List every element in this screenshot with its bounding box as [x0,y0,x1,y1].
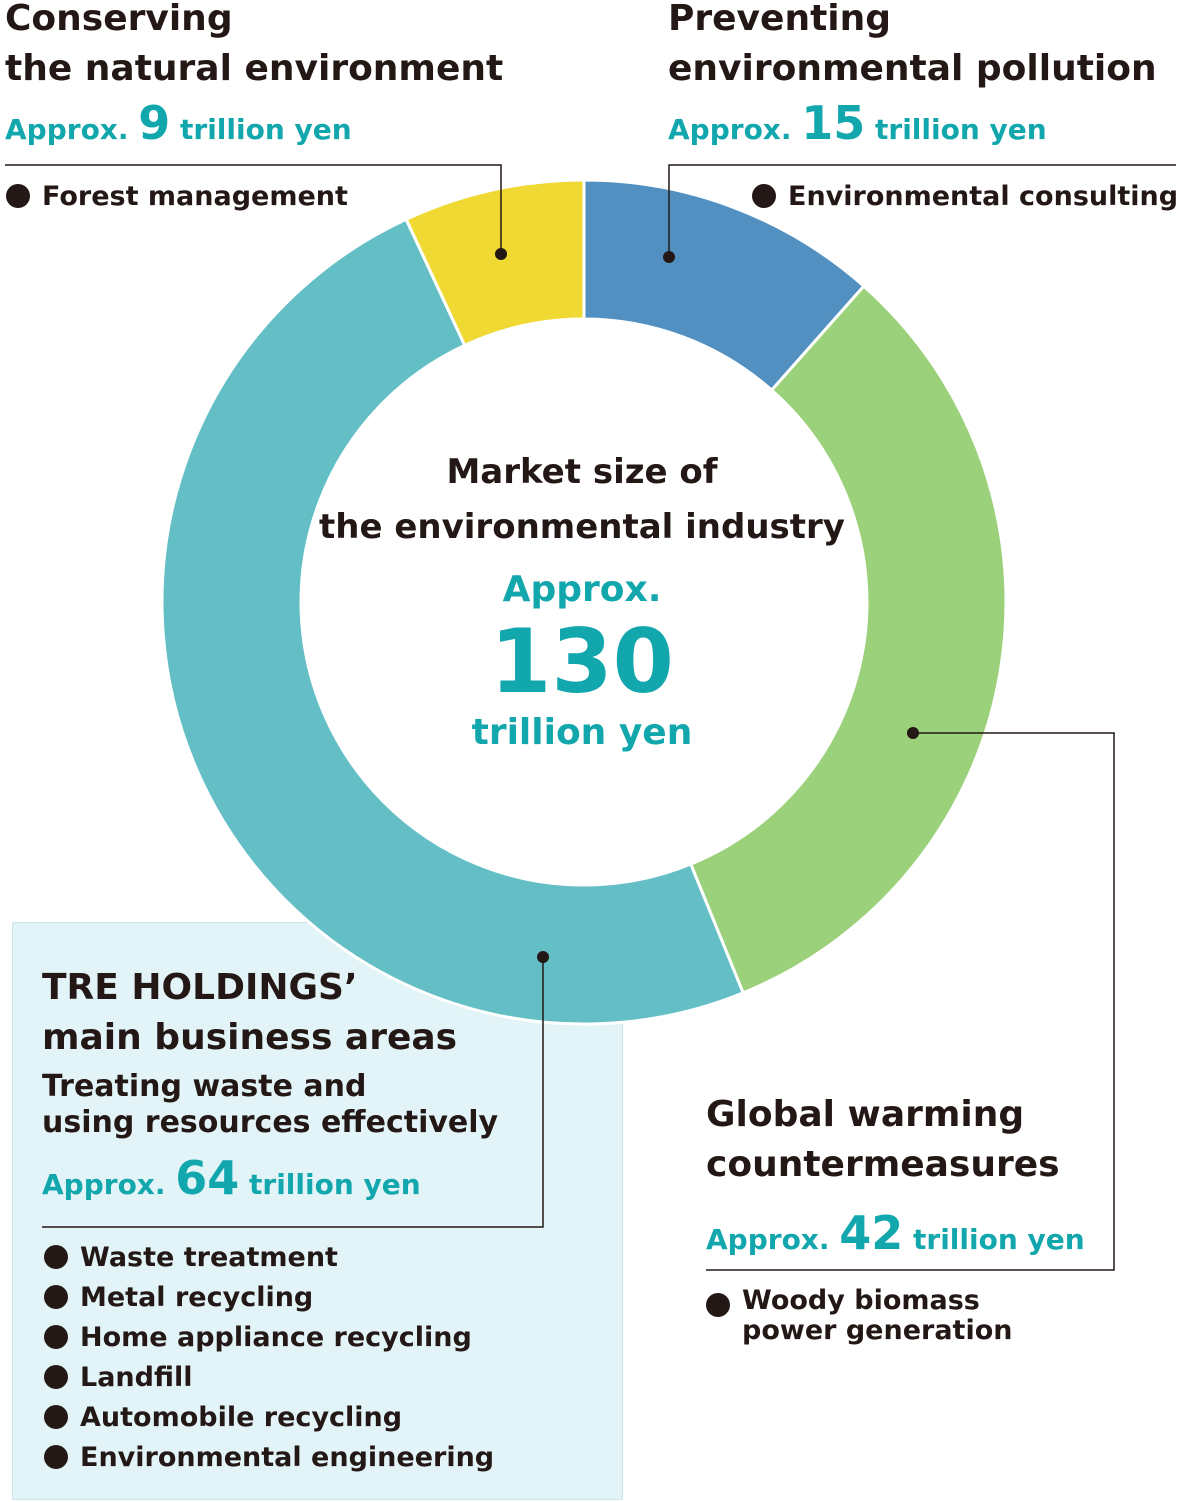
warming-title-line2: countermeasures [706,1144,1060,1185]
conserving-section: Conserving the natural environment Appro… [5,0,503,155]
warming-section: Global warming countermeasures Approx. 4… [706,1090,1085,1265]
warming-title-line1: Global warming [706,1094,1025,1135]
main-approx: Approx. [42,1168,166,1201]
center-unit: trillion yen [471,712,693,753]
bullet-icon [44,1365,68,1389]
list-item-label: Metal recycling [80,1282,314,1313]
main-amount: 64 [175,1151,240,1205]
leader-conserving-dot [495,248,507,260]
leader-warming [706,732,1115,1271]
list-item: Forest management [6,177,348,217]
preventing-amount: 15 [801,96,866,150]
leader-preventing-dot [663,251,675,263]
conserving-approx: Approx. [5,113,129,146]
list-item: Automobile recycling [44,1398,494,1438]
bullet-icon [44,1445,68,1469]
main-section: TRE HOLDINGS’ main business areas Treati… [42,963,498,1210]
slice-warming [688,284,1008,995]
conserving-title-line2: the natural environment [5,48,504,89]
main-sub-line1: Treating waste and [42,1069,367,1104]
list-item: Landfill [44,1358,494,1398]
warming-value: Approx. 42 trillion yen [706,1208,1085,1265]
list-item: Environmental consulting [752,177,1178,217]
preventing-value: Approx. 15 trillion yen [668,98,1157,155]
conserving-unit: trillion yen [180,113,352,146]
list-item: Environmental engineering [44,1438,494,1478]
center-title-line1: Market size of [446,452,718,492]
center-title-line2: the environmental industry [319,507,845,547]
warming-unit: trillion yen [913,1223,1085,1256]
bullet-icon [44,1285,68,1309]
preventing-item: Environmental consulting [788,181,1179,212]
bullet-icon [752,184,776,208]
preventing-title-line1: Preventing [668,0,892,39]
leader-conserving [5,164,502,254]
bullet-icon [706,1293,730,1317]
list-item-label: Home appliance recycling [80,1322,472,1353]
conserving-title-line1: Conserving [5,0,233,39]
list-item-label: Automobile recycling [80,1402,403,1433]
main-unit: trillion yen [249,1168,421,1201]
center-total-value: 130 [490,610,674,713]
list-item: Woody biomass power generation [706,1286,1013,1346]
list-item-label: Environmental engineering [80,1442,495,1473]
donut-slices [160,178,1008,1026]
leader-preventing [668,164,1176,257]
bullet-icon [44,1245,68,1269]
bullet-icon [44,1405,68,1429]
leader-waste [42,957,544,1228]
conserving-amount: 9 [138,96,171,150]
conserving-item: Forest management [42,181,348,212]
main-sub-line2: using resources effectively [42,1105,499,1140]
list-item: Metal recycling [44,1278,494,1318]
center-label: Market size of the environmental industr… [282,445,882,753]
leader-warming-dot [907,727,919,739]
leader-waste-dot [537,951,549,963]
leader-lines [5,164,1176,1271]
list-item-label: Waste treatment [80,1242,338,1273]
warming-amount: 42 [839,1206,904,1260]
bullet-icon [44,1325,68,1349]
list-item: Home appliance recycling [44,1318,494,1358]
main-heading-line1: TRE HOLDINGS’ [42,967,358,1008]
warming-item: Woody biomass power generation [742,1285,1013,1346]
slice-conserving [404,178,586,348]
preventing-approx: Approx. [668,113,792,146]
slice-waste [160,217,746,1026]
list-item: Waste treatment [44,1238,494,1278]
main-value: Approx. 64 trillion yen [42,1153,498,1210]
main-heading-line2: main business areas [42,1017,458,1058]
center-approx: Approx. [502,569,662,610]
warming-approx: Approx. [706,1223,830,1256]
list-item-label: Landfill [80,1362,193,1393]
preventing-section: Preventing environmental pollution Appro… [668,0,1157,155]
conserving-value: Approx. 9 trillion yen [5,98,503,155]
bullet-icon [6,184,30,208]
main-items-list: Waste treatment Metal recycling Home app… [44,1238,494,1478]
preventing-unit: trillion yen [875,113,1047,146]
preventing-title-line2: environmental pollution [668,48,1157,89]
